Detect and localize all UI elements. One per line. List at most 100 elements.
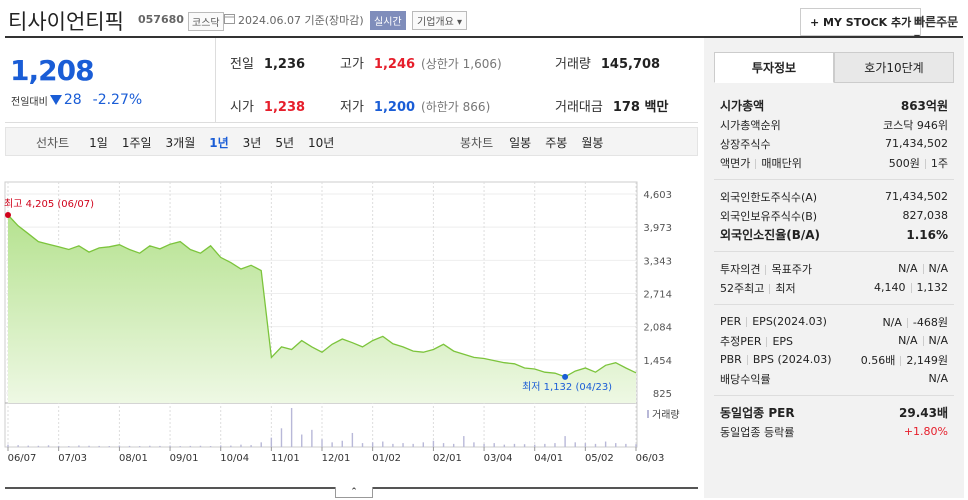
volume-bar	[351, 432, 354, 447]
volume-bar	[594, 443, 597, 447]
volume-bar	[493, 443, 495, 447]
info-values: N/A	[929, 372, 948, 385]
change-pct: -2.27%	[92, 92, 143, 108]
x-tick-label: 11/01	[271, 453, 300, 464]
quick-order-label: 빠른주문	[914, 15, 959, 29]
info-label: BPS (2024.03)	[752, 353, 832, 366]
info-content: 투자정보 호가10단계 시가총액 863억원 시가총액순위 코스닥 946위 상장주식수 71…	[714, 52, 954, 448]
volume-bar	[463, 436, 465, 447]
separator	[746, 317, 748, 327]
volume-bar	[250, 445, 252, 447]
high-dot	[5, 211, 11, 218]
info-values: 827,038	[903, 209, 949, 222]
stat-note: (하한가 866)	[421, 100, 491, 114]
info-value: 71,434,502	[885, 190, 948, 203]
x-tick-label: 04/01	[534, 453, 563, 464]
separator	[900, 355, 902, 366]
separator	[766, 336, 768, 347]
stat: 시가 1,238	[230, 96, 305, 115]
volume-bar	[604, 441, 607, 447]
volume-bar	[290, 408, 293, 447]
period-tab[interactable]: 3개월	[165, 136, 196, 150]
volume-bar	[169, 445, 171, 447]
info-value: 1,132	[916, 281, 949, 294]
volume-icon	[647, 410, 649, 418]
info-label: 시가총액순위	[720, 118, 781, 132]
volume-bar	[371, 442, 374, 447]
period-tab[interactable]: 3년	[242, 136, 262, 150]
volume-bar	[452, 443, 455, 447]
info-label: 외국인보유주식수(B)	[720, 209, 818, 223]
chart: 825 1,454 2,084 2,714 3,343 3,973 4,603 06/07 07…	[4, 181, 680, 464]
period-tab[interactable]: 1년	[209, 136, 229, 150]
info-value: +1.80%	[903, 425, 948, 438]
info-value: N/A	[898, 262, 918, 275]
volume-bar	[584, 443, 587, 447]
stat-label: 고가	[340, 57, 364, 72]
volume-bar	[321, 439, 323, 447]
y-tick-label: 2,084	[643, 323, 672, 334]
volume-bar	[179, 446, 181, 447]
info-label: 투자의견	[720, 262, 761, 276]
info-value: 827,038	[902, 209, 949, 222]
stat-value: 145,708	[600, 57, 661, 72]
x-tick-label: 05/02	[585, 453, 614, 464]
volume-bar	[574, 442, 576, 447]
period-tab[interactable]: 1일	[89, 136, 108, 150]
volume-bar	[230, 445, 232, 447]
volume-bar	[37, 445, 40, 447]
stat-label: 거래대금	[555, 100, 603, 115]
info-label: 매매단위	[761, 156, 802, 170]
info-labels: 시가총액순위	[720, 117, 781, 133]
quote-divider	[215, 38, 216, 123]
info-value: 71,434,502	[885, 137, 948, 150]
company-button[interactable]: 기업개요 ▾	[412, 11, 468, 30]
period-tab[interactable]: 10년	[308, 136, 335, 150]
volume-bar	[220, 445, 222, 447]
info-value: -468원	[912, 315, 948, 329]
volume-bar	[382, 441, 384, 447]
tab-bar	[5, 127, 698, 156]
candle-tab[interactable]: 월봉	[581, 136, 604, 150]
realtime-badge[interactable]: 실시간	[370, 11, 406, 30]
info-labels: 추정PER EPS	[720, 333, 793, 349]
change: 28	[63, 92, 82, 108]
info-values: 71,434,502	[885, 190, 948, 203]
date: 2024.06.07 기준(장마감)	[238, 12, 364, 28]
stat-value: 1,200	[373, 100, 416, 115]
info-row: PER EPS(2024.03) N/A -468원	[720, 312, 948, 331]
volume-bar	[523, 444, 526, 447]
volume-bar	[149, 445, 151, 447]
mystock-button[interactable]: + MY STOCK 추가	[800, 8, 922, 36]
stat: 저가 1,200 (하한가 866)	[340, 96, 490, 115]
period-tab[interactable]: 1주일	[121, 136, 152, 150]
volume-bar	[301, 434, 303, 447]
info-labels: PBR BPS (2024.03)	[720, 353, 832, 366]
separator	[755, 158, 757, 169]
y-tick-label: 825	[653, 389, 672, 400]
info-label: 52주최고	[720, 281, 765, 295]
y-tick-label: 3,343	[643, 256, 672, 267]
change-label: 전일대비	[11, 96, 48, 108]
info-tab[interactable]: 투자정보	[714, 52, 834, 83]
x-tick-label: 02/01	[433, 453, 462, 464]
info-value: N/A	[928, 262, 948, 275]
info-tab[interactable]: 호가10단계	[834, 52, 954, 83]
info-row: 배당수익률 N/A	[720, 369, 948, 388]
info-labels: 상장주식수	[720, 136, 771, 152]
high-label: 최고 4,205 (06/07)	[4, 198, 94, 210]
info-value: 500원	[888, 156, 920, 170]
collapse-button[interactable]: ⌃	[335, 487, 373, 498]
period-tabs: 선차트 1일 1주일 3개월 1년 3년 5년 10년	[36, 134, 334, 151]
info-labels: PER EPS(2024.03)	[720, 315, 827, 328]
candle-tab[interactable]: 일봉	[509, 136, 532, 150]
stat-label: 시가	[230, 100, 254, 115]
info-row: 추정PER EPS N/A N/A	[720, 331, 948, 350]
period-tab[interactable]: 5년	[275, 136, 295, 150]
candle-tab[interactable]: 주봉	[545, 136, 568, 150]
info-label: 배당수익률	[720, 372, 771, 386]
stat-value: 1,246	[373, 57, 416, 72]
info-row: 외국인보유주식수(B) 827,038	[720, 206, 948, 225]
stat-value: 1,238	[263, 100, 306, 115]
